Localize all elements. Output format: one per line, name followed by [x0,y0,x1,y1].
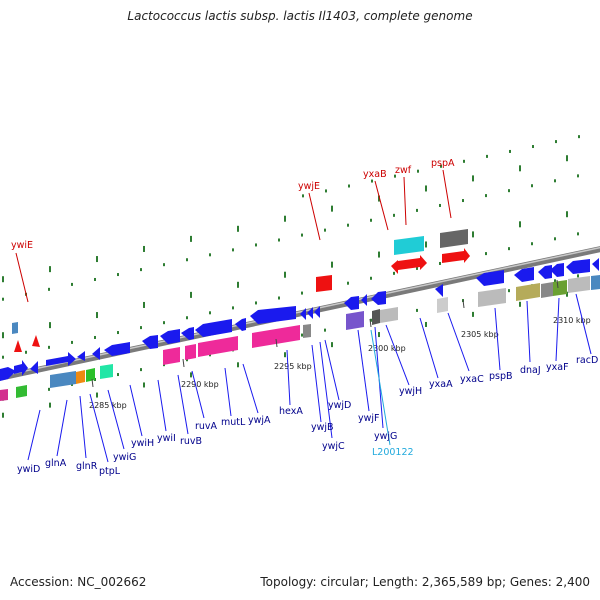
gene-label: yxaF [546,362,569,373]
gene-label: pspB [489,371,513,382]
rna-leader-line [370,329,391,446]
gene-label: ywiH [131,438,154,449]
gene-label: ywjH [399,386,422,397]
genome-info-text: Topology: circular; Length: 2,365,589 bp… [260,575,590,589]
gene-label: ywiD [17,464,40,475]
gene-label: ywiI [157,433,176,444]
gene-blocks-below [0,275,600,401]
rna-label: L200122 [372,447,414,458]
scale-label: 2285 kbp [89,401,127,410]
gene-label: yxaB [363,169,387,180]
gene-label: mutL [221,417,246,428]
gene-label: ywjC [322,441,345,452]
gene-label: ywjB [311,422,334,433]
accession-text: Accession: NC_002662 [10,575,147,589]
genome-backbone [0,246,600,381]
upper-leader-lines [15,169,452,303]
gene-label: ywiE [11,240,33,251]
gene-label: ywjF [358,413,380,424]
gene-label: zwf [395,165,412,176]
upper-gene-labels: ywiE ywjE yxaB zwf pspA [11,158,455,251]
gene-label: ywjE [298,181,320,192]
blue-gene-arrows [0,258,599,381]
gene-label: ywjD [328,400,351,411]
gene-label: hexA [279,406,303,417]
gene-label: yxaA [429,379,453,390]
gene-label: pspA [431,158,455,169]
scale-label: 2305 kbp [461,330,499,339]
label-leader-lines [27,293,592,463]
gene-label: ruvB [180,436,202,447]
gene-label: ruvA [195,421,218,432]
gene-label: glnA [45,458,67,469]
gene-label: glnR [76,461,98,472]
scale-labels: 2285 kbp 2290 kbp 2295 kbp 2300 kbp 2305… [89,316,591,410]
gene-label: ptpL [99,466,121,477]
scale-label: 2310 kbp [553,316,591,325]
gene-label: yxaC [460,374,484,385]
scale-ticks [91,279,559,388]
gene-label: ywjG [374,431,397,442]
gene-label: ywjA [248,415,271,426]
scale-label: 2300 kbp [368,344,406,353]
gene-label: racD [576,355,598,366]
gene-labels: ywiD glnA glnR ptpL ywiG ywiH ywiI ruvB … [17,355,598,477]
map-title: Lactococcus lactis subsp. lactis Il1403,… [127,9,473,23]
scale-label: 2290 kbp [181,380,219,389]
gene-label: ywiG [113,452,136,463]
gene-label: dnaJ [520,365,541,376]
scale-label: 2295 kbp [274,362,312,371]
gene-blocks-above [14,229,470,352]
